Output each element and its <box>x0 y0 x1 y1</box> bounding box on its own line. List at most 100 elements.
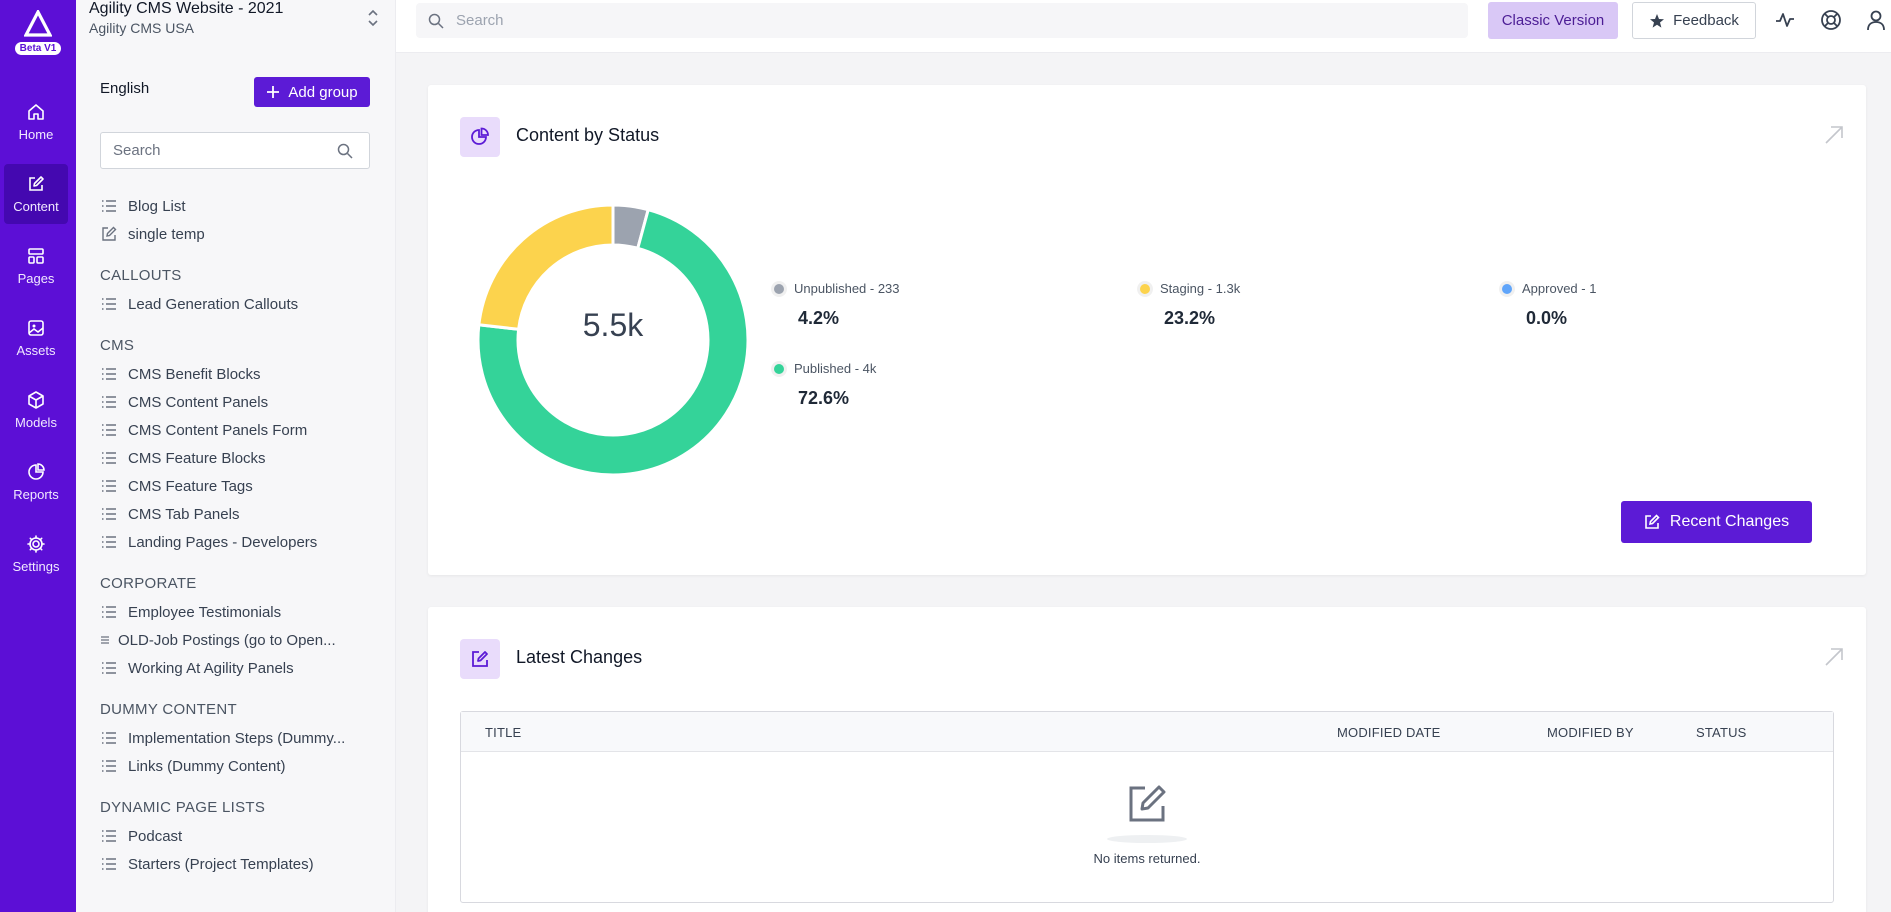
tree-item-label: Blog List <box>128 197 186 215</box>
tree-item[interactable]: Starters (Project Templates) <box>100 850 380 878</box>
expand-arrow-icon[interactable] <box>1824 647 1844 667</box>
nav-pages[interactable]: Pages <box>4 236 68 296</box>
list-icon <box>100 661 118 675</box>
list-icon <box>100 635 110 645</box>
tree-group-heading[interactable]: DYNAMIC PAGE LISTS <box>100 798 266 816</box>
tree-item-label: Lead Generation Callouts <box>128 295 299 313</box>
search-icon[interactable] <box>337 143 353 159</box>
content-sidebar: Agility CMS Website - 2021 Agility CMS U… <box>76 0 396 912</box>
content-by-status-card: Content by Status 5.5k Unpublished - 233… <box>428 85 1866 575</box>
add-group-button[interactable]: Add group <box>254 77 370 107</box>
main-nav-rail: Beta V1 Home Content Pages Assets Models… <box>0 0 76 912</box>
tree-item[interactable]: Links (Dummy Content) <box>100 752 380 780</box>
tree-item[interactable]: CMS Feature Tags <box>100 472 380 500</box>
card-title: Latest Changes <box>516 647 643 667</box>
recent-changes-label: Recent Changes <box>1669 513 1790 530</box>
tree-item[interactable]: CMS Content Panels Form <box>100 416 380 444</box>
activity-icon[interactable] <box>1774 9 1796 31</box>
tree-item[interactable]: CMS Feature Blocks <box>100 444 380 472</box>
tree-item[interactable]: Employee Testimonials <box>100 598 380 626</box>
list-icon <box>100 535 118 549</box>
donut-slice-staging[interactable] <box>477 203 615 331</box>
list-icon <box>100 367 118 381</box>
tree-item[interactable]: Lead Generation Callouts <box>100 290 380 318</box>
tree-item-label: OLD-Job Postings (go to Open... <box>118 631 336 649</box>
tree-item[interactable]: CMS Tab Panels <box>100 500 380 528</box>
sidebar-search-input[interactable] <box>101 133 321 168</box>
tree-item[interactable]: Blog List <box>100 192 380 220</box>
feedback-button[interactable]: Feedback <box>1632 2 1756 39</box>
recent-changes-button[interactable]: Recent Changes <box>1621 501 1812 543</box>
plus-icon <box>267 86 280 98</box>
pie-chart-icon <box>28 463 45 480</box>
tree-item-label: Podcast <box>128 827 183 845</box>
nav-content-label: Content <box>13 199 59 214</box>
tree-item[interactable]: single temp <box>100 220 380 248</box>
content-tree: Blog List single temp CALLOUTS Lead Gene… <box>100 192 380 878</box>
column-modified-date[interactable]: MODIFIED DATE <box>1337 725 1441 740</box>
table-header: TITLE MODIFIED DATE MODIFIED BY STATUS <box>461 712 1833 752</box>
nav-home-label: Home <box>18 127 54 142</box>
tree-item-label: Implementation Steps (Dummy... <box>128 729 346 747</box>
tree-item-label: CMS Feature Tags <box>128 477 253 495</box>
chevron-up-down-icon[interactable] <box>367 8 379 28</box>
nav-content[interactable]: Content <box>4 164 68 224</box>
tree-item[interactable]: Working At Agility Panels <box>100 654 380 682</box>
list-icon <box>100 507 118 521</box>
pages-icon <box>28 248 44 264</box>
nav-reports[interactable]: Reports <box>4 452 68 512</box>
legend-dot <box>774 363 784 374</box>
instance-switcher[interactable]: Agility CMS Website - 2021 Agility CMS U… <box>89 0 379 36</box>
tree-item[interactable]: Implementation Steps (Dummy... <box>100 724 380 752</box>
instance-subtitle: Agility CMS USA <box>89 20 195 36</box>
tree-item[interactable]: CMS Benefit Blocks <box>100 360 380 388</box>
global-search-input[interactable] <box>416 3 1416 38</box>
tree-group-heading[interactable]: CALLOUTS <box>100 266 182 284</box>
nav-settings[interactable]: Settings <box>4 524 68 584</box>
empty-shadow <box>1107 835 1187 843</box>
language-label[interactable]: English <box>100 80 150 97</box>
column-status[interactable]: STATUS <box>1696 725 1747 740</box>
tree-group-heading[interactable]: DUMMY CONTENT <box>100 700 237 718</box>
list-icon <box>100 297 118 311</box>
donut-total: 5.5k <box>582 307 644 343</box>
tree-group-heading[interactable]: CORPORATE <box>100 574 197 592</box>
nav-reports-label: Reports <box>13 487 59 502</box>
user-icon[interactable] <box>1866 9 1886 31</box>
legend-label: Unpublished - 233 <box>794 281 900 296</box>
list-icon <box>100 423 118 437</box>
sidebar-search <box>100 132 370 169</box>
beta-badge: Beta V1 <box>14 42 62 55</box>
empty-state: No items returned. <box>461 782 1833 866</box>
legend-percent: 0.0% <box>1526 308 1568 328</box>
list-icon <box>100 451 118 465</box>
edit-icon <box>100 226 118 242</box>
list-icon <box>100 759 118 773</box>
star-icon <box>1650 13 1665 28</box>
donut-slice-published[interactable] <box>476 207 750 477</box>
column-title[interactable]: TITLE <box>485 725 522 740</box>
agility-logo[interactable]: Beta V1 <box>0 6 76 64</box>
empty-text: No items returned. <box>1093 851 1201 866</box>
column-modified-by[interactable]: MODIFIED BY <box>1547 725 1634 740</box>
tree-item[interactable]: OLD-Job Postings (go to Open... <box>100 626 380 654</box>
help-lifebuoy-icon[interactable] <box>1820 9 1842 31</box>
classic-version-button[interactable]: Classic Version <box>1488 2 1618 39</box>
tree-group-heading[interactable]: CMS <box>100 336 135 354</box>
image-icon <box>28 320 44 336</box>
nav-assets[interactable]: Assets <box>4 308 68 368</box>
nav-models[interactable]: Models <box>4 380 68 440</box>
card-title: Content by Status <box>516 125 660 145</box>
tree-item[interactable]: Landing Pages - Developers <box>100 528 380 556</box>
home-icon <box>28 104 44 120</box>
pie-chart-icon <box>460 117 500 157</box>
legend-dot <box>1502 283 1512 294</box>
tree-item-label: single temp <box>128 225 205 243</box>
tree-item[interactable]: Podcast <box>100 822 380 850</box>
nav-home[interactable]: Home <box>4 92 68 152</box>
tree-item[interactable]: CMS Content Panels <box>100 388 380 416</box>
status-donut-chart <box>476 203 750 477</box>
expand-arrow-icon[interactable] <box>1824 125 1844 145</box>
legend-percent: 72.6% <box>798 388 850 408</box>
list-icon <box>100 395 118 409</box>
